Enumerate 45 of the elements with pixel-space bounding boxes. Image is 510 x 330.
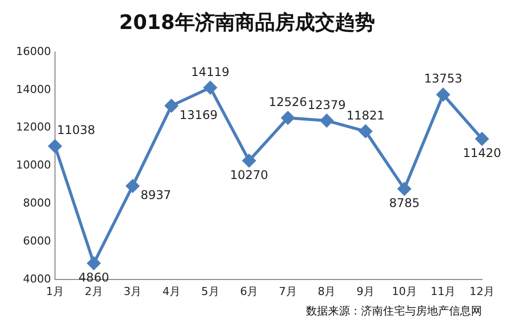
- x-tick-label: 8月: [318, 285, 336, 298]
- data-label: 11420: [462, 146, 502, 160]
- point: [476, 132, 488, 146]
- data-label: 11038: [56, 123, 96, 138]
- y-tick-label: 14000: [16, 82, 51, 96]
- x-tick-label: 4月: [162, 285, 180, 298]
- x-tick-label: 2月: [84, 285, 103, 298]
- data-label: 4860: [78, 270, 110, 284]
- data-label: 10270: [230, 168, 268, 182]
- point: [320, 114, 334, 128]
- point: [242, 154, 256, 168]
- point: [204, 81, 217, 94]
- y-tick-label: 6000: [22, 234, 51, 248]
- y-tick-label: 4000: [22, 272, 51, 286]
- data-label: 12526: [268, 95, 307, 110]
- x-tick-label: 1月: [46, 285, 64, 298]
- x-tick-label: 5月: [201, 285, 220, 298]
- y-tick-label: 16000: [16, 44, 51, 58]
- data-label: 8937: [140, 188, 172, 202]
- data-label: 14119: [191, 64, 230, 79]
- y-tick-label: 12000: [16, 120, 51, 134]
- x-tick-label: 3月: [124, 285, 142, 298]
- point: [126, 179, 140, 192]
- source-note: 数据来源：济南住宅与房地产信息网: [306, 304, 482, 318]
- point: [87, 256, 100, 270]
- x-tick-label: 11月: [430, 285, 456, 298]
- data-label: 11821: [346, 108, 385, 122]
- chart-title: 2018年济南商品房成交趋势: [119, 10, 375, 34]
- x-tick-label: 9月: [356, 285, 375, 298]
- x-tick-label: 12月: [470, 285, 494, 298]
- data-label: 13169: [179, 108, 218, 122]
- point: [359, 124, 372, 138]
- x-tick-label: 6月: [240, 285, 258, 298]
- data-label: 12379: [308, 98, 346, 112]
- data-label: 13753: [424, 72, 462, 86]
- data-label: 8785: [389, 196, 420, 210]
- x-tick-label: 7月: [278, 285, 297, 298]
- x-tick-label: 10月: [392, 285, 417, 298]
- y-tick-label: 8000: [22, 196, 51, 210]
- point: [48, 140, 62, 153]
- y-tick-label: 10000: [16, 158, 51, 172]
- point: [164, 99, 178, 112]
- point: [436, 88, 450, 102]
- point: [398, 182, 411, 196]
- point: [281, 111, 294, 124]
